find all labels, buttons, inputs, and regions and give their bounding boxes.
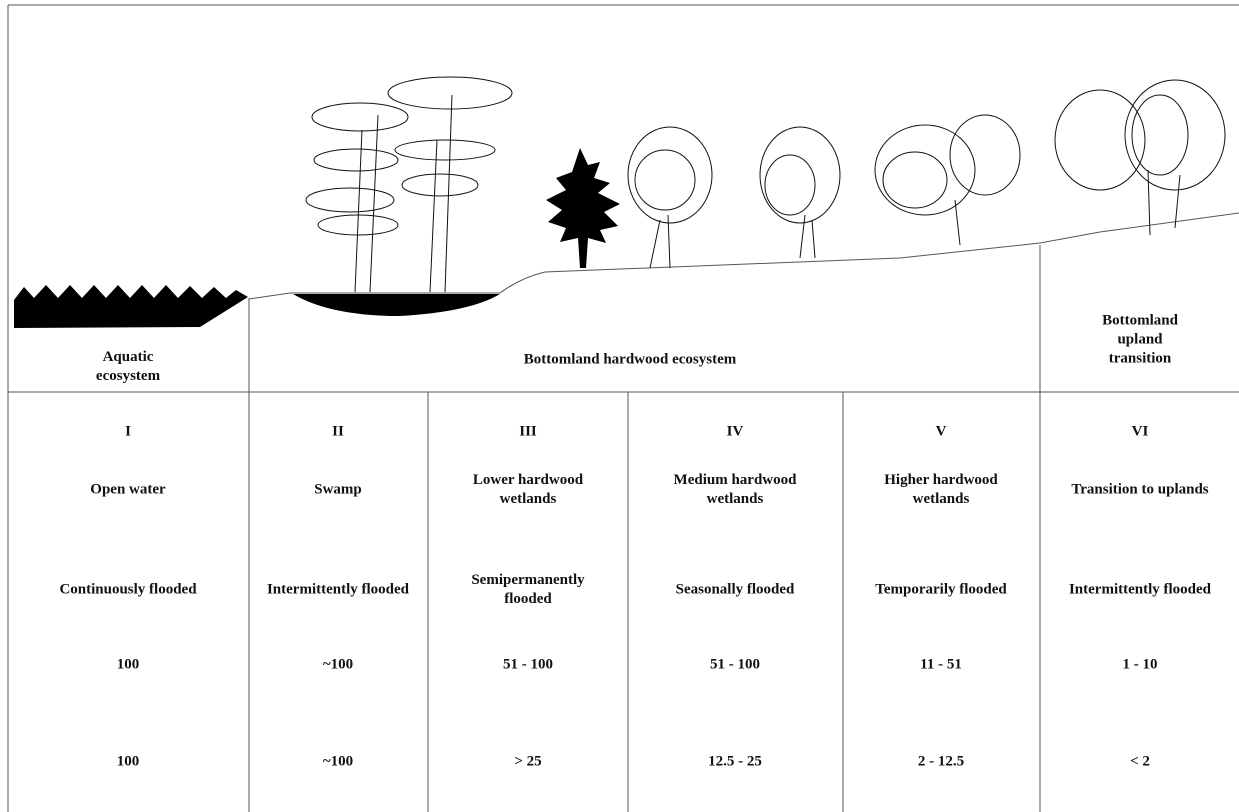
zone-numeral: V — [866, 423, 1016, 442]
canopy — [1132, 95, 1188, 175]
ecosystem-label: Aquatic ecosystem — [78, 348, 178, 386]
flood-frequency: 51 - 100 — [660, 656, 810, 675]
flood-duration: 2 - 12.5 — [866, 753, 1016, 772]
flood-duration: 100 — [53, 753, 203, 772]
flood-frequency: 1 - 10 — [1065, 656, 1215, 675]
canopy — [760, 127, 840, 223]
flooding-regime: Intermittently flooded — [1065, 581, 1215, 600]
trunks — [650, 170, 1180, 268]
zone-numeral: I — [53, 423, 203, 442]
diagram: Aquatic ecosystem Bottomland hardwood eco… — [0, 0, 1239, 812]
swamp-water — [293, 294, 500, 316]
zone-name: Swamp — [263, 481, 413, 500]
canopy — [306, 188, 394, 212]
zone-name: Higher hardwood wetlands — [866, 471, 1016, 509]
flood-duration: 12.5 - 25 — [660, 753, 810, 772]
flooding-regime: Temporarily flooded — [866, 581, 1016, 600]
canopy — [395, 140, 495, 160]
flood-frequency: ~100 — [263, 656, 413, 675]
ecosystem-label: Bottomland hardwood ecosystem — [430, 351, 830, 370]
zone-name: Medium hardwood wetlands — [660, 471, 810, 509]
canopy — [875, 125, 975, 215]
flooding-regime: Seasonally flooded — [660, 581, 810, 600]
zone-name: Transition to uplands — [1065, 481, 1215, 500]
illustration — [0, 0, 1239, 812]
flood-duration: < 2 — [1065, 753, 1215, 772]
canopy — [314, 149, 398, 171]
zone-numeral: VI — [1065, 423, 1215, 442]
flood-frequency: 11 - 51 — [866, 656, 1016, 675]
canopy — [388, 77, 512, 109]
trees — [306, 77, 1225, 292]
zone-numeral: III — [453, 423, 603, 442]
cypress-trunks — [355, 95, 452, 292]
ecosystem-label: Bottomland upland transition — [1093, 312, 1188, 369]
flooding-regime: Intermittently flooded — [263, 581, 413, 600]
canopy — [402, 174, 478, 196]
flood-frequency: 100 — [53, 656, 203, 675]
zone-name: Open water — [53, 481, 203, 500]
zone-numeral: II — [263, 423, 413, 442]
zone-numeral: IV — [660, 423, 810, 442]
canopy — [312, 103, 408, 131]
zone-name: Lower hardwood wetlands — [453, 471, 603, 509]
flooding-regime: Continuously flooded — [53, 581, 203, 600]
flood-duration: ~100 — [263, 753, 413, 772]
canopy — [765, 155, 815, 215]
flood-frequency: 51 - 100 — [453, 656, 603, 675]
canopy — [1055, 90, 1145, 190]
canopy — [635, 150, 695, 210]
canopy — [1125, 80, 1225, 190]
canopy — [628, 127, 712, 223]
pine-tree — [546, 148, 620, 268]
open-water — [14, 285, 248, 328]
flood-duration: > 25 — [453, 753, 603, 772]
flooding-regime: Semipermanently flooded — [453, 571, 603, 609]
canopy — [950, 115, 1020, 195]
canopy — [883, 152, 947, 208]
